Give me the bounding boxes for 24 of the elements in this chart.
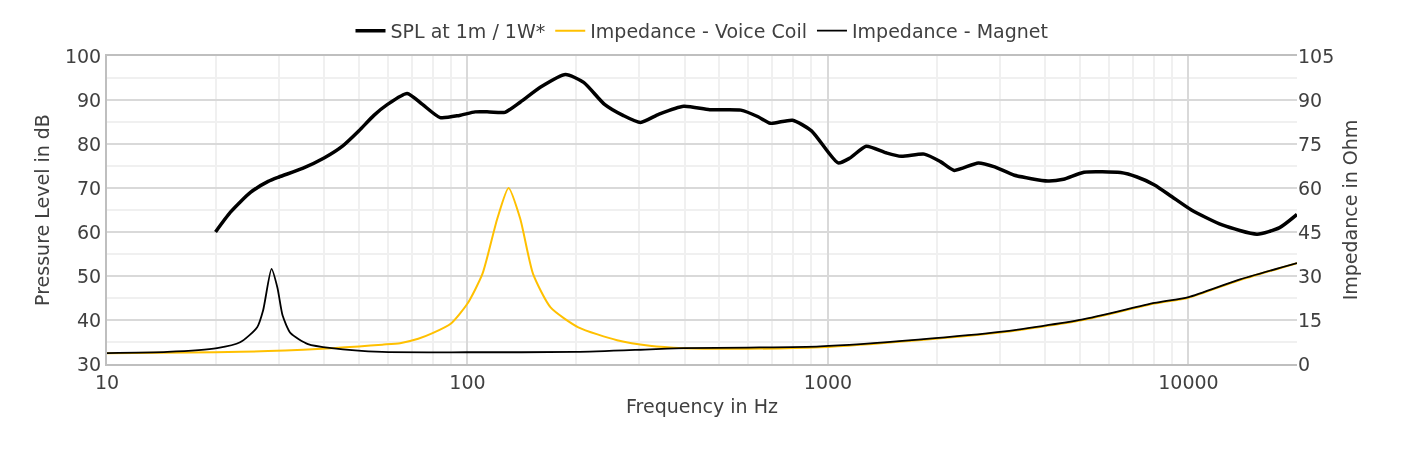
x-tick-label: 10000	[1158, 370, 1219, 393]
legend-label: Impedance - Magnet	[851, 20, 1048, 43]
x-tick-label: 100	[449, 370, 486, 393]
y2-tick-label: 45	[1298, 220, 1323, 243]
legend-label: Impedance - Voice Coil	[590, 20, 807, 43]
y2-tick-label: 0	[1298, 352, 1311, 375]
y-tick-label: 50	[77, 264, 102, 287]
y2-tick-label: 75	[1298, 132, 1323, 155]
y2-tick-label: 15	[1298, 308, 1323, 331]
y2-tick-label: 60	[1298, 176, 1323, 199]
y-tick-label: 70	[77, 176, 102, 199]
y2-axis-title: Impedance in Ohm	[1339, 119, 1362, 301]
y-tick-label: 40	[77, 308, 102, 331]
y2-tick-label: 90	[1298, 88, 1323, 111]
legend-label: SPL at 1m / 1W*	[390, 20, 546, 43]
y2-tick-label: 105	[1298, 44, 1335, 67]
y-tick-label: 90	[77, 88, 102, 111]
y-axis-title: Pressure Level in dB	[31, 114, 54, 306]
y-tick-label: 100	[64, 44, 102, 67]
y-tick-label: 80	[77, 132, 102, 155]
y2-tick-label: 30	[1298, 264, 1323, 287]
x-axis-title: Frequency in Hz	[626, 395, 778, 418]
y-tick-label: 60	[77, 220, 102, 243]
x-tick-label: 1000	[803, 370, 853, 393]
